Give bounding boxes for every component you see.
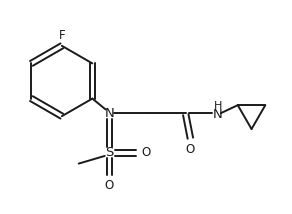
- Text: F: F: [59, 29, 65, 42]
- Text: N: N: [105, 107, 114, 120]
- Text: N: N: [213, 108, 223, 121]
- Text: O: O: [105, 179, 114, 192]
- Text: H: H: [214, 101, 222, 111]
- Text: O: O: [186, 143, 195, 156]
- Text: S: S: [105, 146, 114, 159]
- Text: O: O: [141, 146, 151, 159]
